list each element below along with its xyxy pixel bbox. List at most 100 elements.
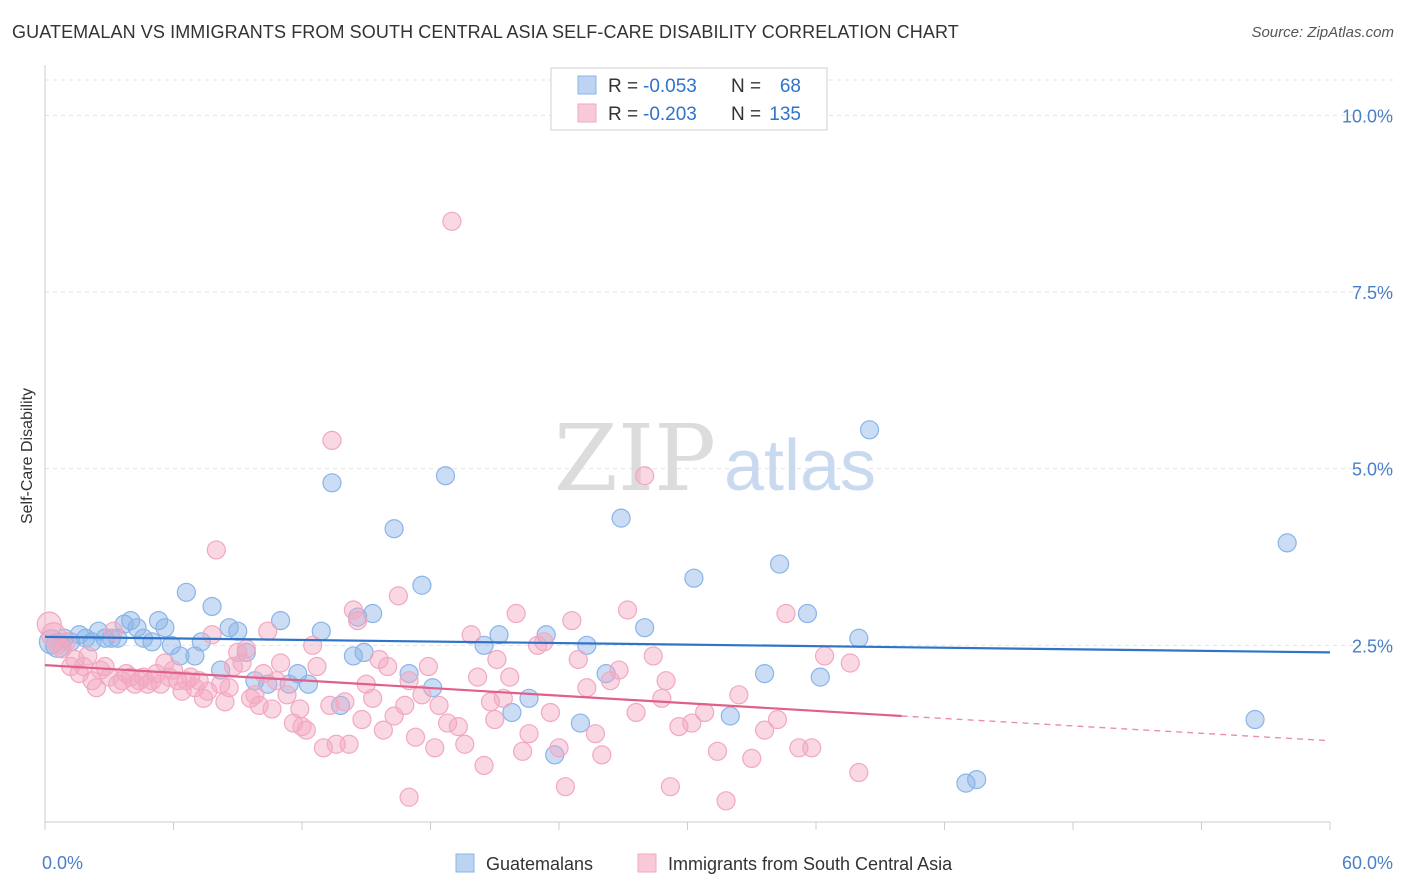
legend-bottom-swatch-south-central-asia (637, 853, 657, 873)
axes (44, 65, 1331, 830)
south-central-asia-point-115 (660, 777, 680, 797)
south-central-asia-point-60 (307, 656, 327, 677)
south-central-asia-point-101 (549, 738, 569, 758)
south-central-asia-trend-line (44, 664, 902, 718)
south-central-asia-point-86 (448, 716, 468, 737)
legend-n-label-2: N = (731, 104, 761, 125)
south-central-asia-point-95 (506, 603, 526, 624)
guatemalans-point-57 (684, 568, 704, 588)
guatemalans-point-63 (859, 420, 880, 440)
guatemalans-point-67 (1245, 709, 1265, 730)
guatemalans-point-22 (191, 632, 211, 652)
south-central-asia-point-65 (335, 692, 355, 712)
legend-bottom-swatch-guatemalans (455, 853, 475, 873)
source-label: Source: ZipAtlas.com (1251, 24, 1394, 41)
legend-r-value-1: -0.053 (643, 76, 697, 97)
legend-r-value-2: -0.203 (643, 104, 697, 125)
south-central-asia-point-51 (258, 621, 278, 641)
south-central-asia-point-49 (249, 695, 269, 716)
guatemalans-point-56 (635, 618, 655, 638)
legend-bottom-label-south-central-asia: Immigrants from South Central Asia (668, 854, 953, 874)
south-central-asia-point-92 (487, 649, 507, 670)
guatemalans-point-43 (412, 575, 432, 595)
y-tick-label-2: 7.5% (1352, 283, 1393, 303)
legend-r-label-1: R = (608, 76, 638, 97)
guatemalans-point-66 (967, 769, 987, 790)
legend-bottom-label-guatemalans: Guatemalans (486, 854, 593, 874)
legend-n-value-1: 68 (780, 76, 801, 97)
south-central-asia-point-15 (103, 621, 124, 641)
south-central-asia-point-82 (425, 738, 445, 758)
south-central-asia-point-66 (339, 734, 359, 754)
south-central-asia-point-61 (313, 738, 334, 758)
south-central-asia-point-110 (617, 600, 638, 620)
south-central-asia-point-121 (729, 685, 749, 705)
watermark-atlas: atlas (724, 426, 876, 506)
south-central-asia-point-53 (266, 671, 286, 691)
south-central-asia-point-85 (442, 211, 462, 231)
south-central-asia-point-124 (767, 709, 788, 730)
guatemalans-point-37 (343, 646, 363, 666)
south-central-asia-point-109 (609, 660, 629, 680)
guatemalans-point-55 (611, 508, 631, 528)
legend-n-label-1: N = (731, 76, 761, 97)
south-central-asia-point-112 (635, 466, 655, 486)
south-central-asia-point-91 (480, 692, 501, 712)
south-central-asia-point-76 (388, 586, 408, 606)
guatemalans-point-45 (435, 466, 456, 486)
guatemalans-point-65 (956, 773, 976, 793)
south-central-asia-point-131 (292, 716, 312, 737)
south-central-asia-point-93 (493, 688, 513, 708)
south-central-asia-point-68 (348, 610, 368, 631)
south-central-asia-point-120 (716, 791, 736, 811)
south-central-asia-trend-extension (901, 715, 1331, 742)
south-central-asia-point-71 (363, 688, 383, 708)
south-central-asia-point-11 (86, 678, 107, 698)
south-central-asia-point-117 (682, 713, 702, 733)
south-central-asia-point-87 (455, 734, 475, 754)
south-central-asia-point-81 (418, 656, 438, 677)
guatemalans-point-53 (577, 635, 597, 655)
south-central-asia-point-73 (373, 720, 393, 740)
south-central-asia-point-102 (555, 777, 576, 797)
guatemalans-point-30 (270, 610, 291, 631)
legend-swatch-south-central-asia (577, 103, 597, 123)
south-central-asia-point-107 (592, 745, 612, 765)
south-central-asia-point-55 (277, 685, 297, 705)
guatemalans-point-17 (155, 618, 175, 638)
south-central-asia-point-74 (378, 656, 398, 677)
south-central-asia-point-104 (568, 649, 588, 670)
watermark: ZIP atlas (554, 405, 876, 512)
south-central-asia-point-48 (245, 685, 265, 705)
south-central-asia-point-54 (270, 653, 291, 673)
guatemalans-point-62 (810, 667, 830, 687)
guatemalans-point-48 (502, 702, 522, 723)
x-tick-labels: 0.0% 60.0% (42, 853, 1393, 873)
guatemalans-point-33 (298, 674, 319, 694)
south-central-asia-point-130 (849, 762, 869, 783)
guatemalans-point-59 (754, 663, 775, 684)
south-central-asia-point-39 (206, 540, 226, 560)
south-central-asia-point-96 (512, 741, 533, 761)
south-central-asia-point-77 (395, 695, 415, 716)
guatemalans-point-52 (570, 713, 591, 733)
south-central-asia-point-84 (438, 713, 458, 733)
south-central-asia-point-133 (656, 671, 676, 691)
south-central-asia-point-127 (802, 738, 822, 758)
south-central-asia-point-45 (232, 653, 252, 673)
x-tick-label-1: 60.0% (1342, 853, 1393, 873)
guatemalans-point-58 (720, 706, 740, 726)
south-central-asia-point-69 (352, 709, 372, 730)
south-central-asia-point-114 (652, 688, 672, 708)
guatemalans-point-15 (142, 632, 162, 652)
south-central-asia-point-100 (540, 702, 561, 723)
guatemalans-point-23 (202, 596, 222, 617)
stats-legend: R = -0.053 N = 68 R = -0.203 N = 135 (550, 67, 828, 131)
south-central-asia-point-105 (577, 678, 597, 698)
y-tick-label-0: 2.5% (1352, 636, 1393, 656)
guatemalans-point-60 (769, 554, 790, 574)
legend-n-value-2: 135 (769, 104, 801, 125)
south-central-asia-point-123 (754, 720, 775, 740)
guatemalans-point-46 (474, 635, 494, 655)
